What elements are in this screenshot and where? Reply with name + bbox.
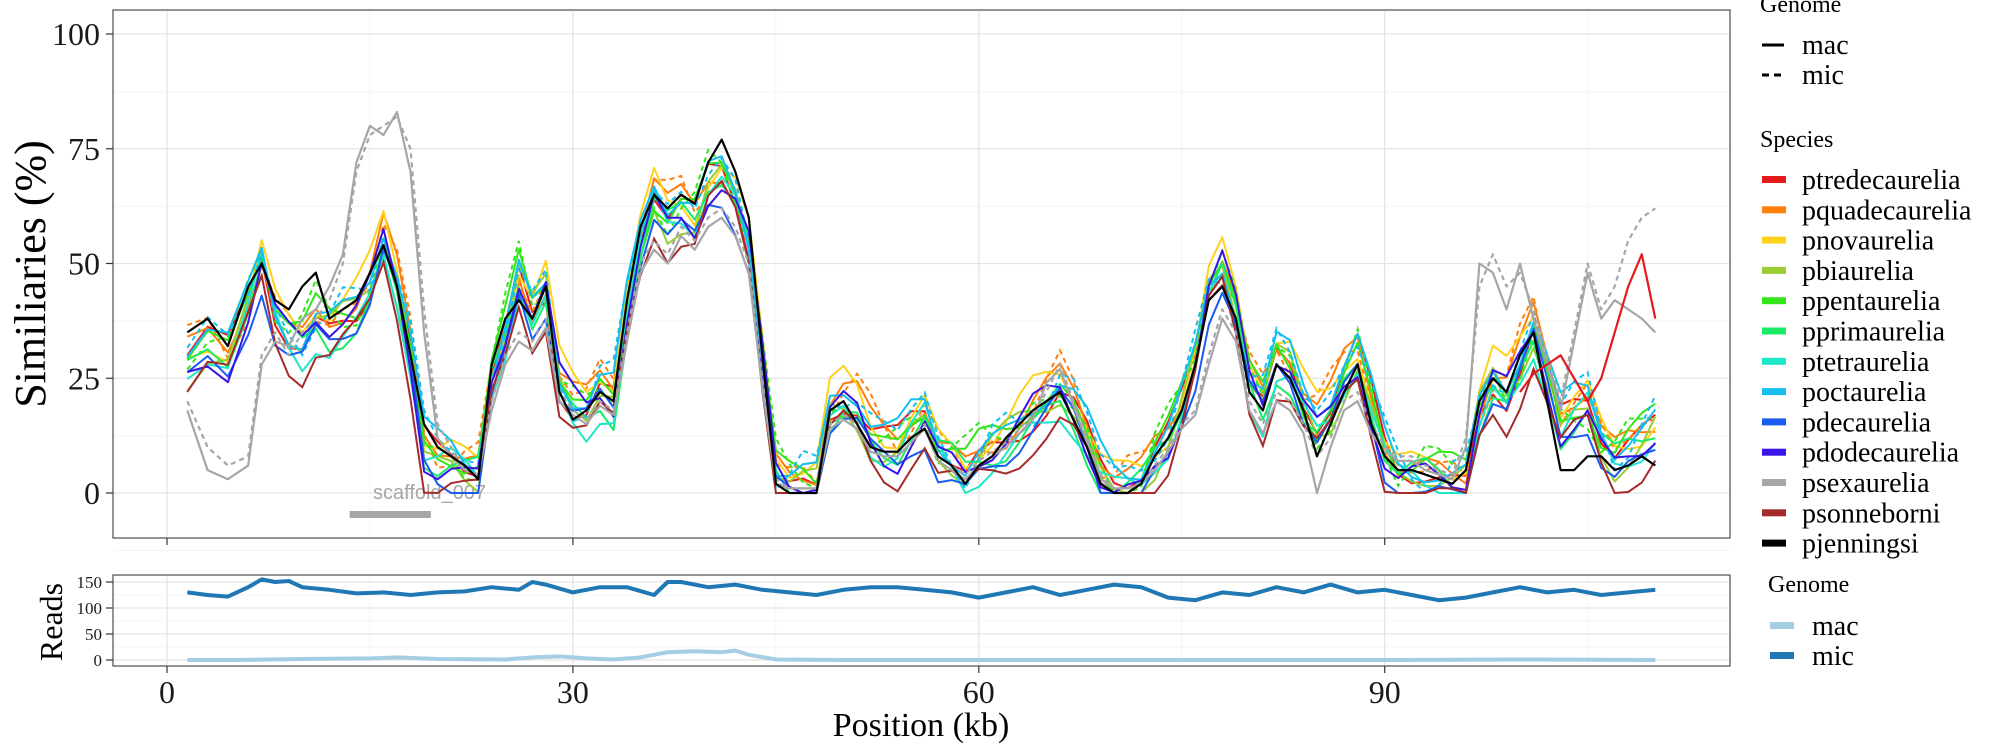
legend-species-label: pdodecaurelia (1802, 438, 1960, 469)
reads-lines (187, 577, 1656, 662)
legend-species-key-pnovaurelia (1762, 236, 1786, 244)
similarity-y-tick-label: 50 (68, 246, 100, 282)
series-line-pjenningsi-mac-2 (186, 138, 1656, 495)
legend-species-key-pquadecaurelia (1762, 206, 1786, 214)
legend-species-key-pprimaurelia (1762, 327, 1786, 335)
reads-line-mic (187, 577, 1656, 603)
reads-y-tick-label: 0 (94, 651, 103, 670)
reads-y-tick-label: 50 (85, 625, 102, 644)
legend-genome-label: mic (1802, 60, 1844, 91)
similarity-panel-background (112, 9, 1731, 539)
similarity-y-tick-label: 75 (68, 131, 100, 167)
reads-line-mac (187, 648, 1656, 662)
x-tick-label: 90 (1369, 674, 1401, 710)
legend-reads-label: mac (1812, 611, 1859, 642)
reads-y-tick-label: 150 (77, 573, 103, 592)
reads-y-tick-label: 100 (77, 599, 103, 618)
legend-species-label: psonneborni (1802, 498, 1941, 529)
legend-species-label: psexaurelia (1802, 468, 1930, 499)
x-tick-label: 0 (159, 674, 175, 710)
series-line-pdodecaurelia-mac (187, 189, 1656, 494)
x-axis-label: Position (kb) (833, 707, 1010, 744)
legend-species-label: poctaurelia (1802, 377, 1927, 408)
legend-species-key-psonneborni (1762, 509, 1786, 517)
legend-species-label: pnovaurelia (1802, 226, 1935, 257)
series-line-pbiaurelia-mac (186, 163, 1657, 494)
legend-species-label: pdecaurelia (1802, 407, 1932, 438)
legend-species-label: ptetraurelia (1802, 347, 1930, 378)
legend-species-label: pquadecaurelia (1802, 195, 1972, 226)
x-tick-label: 60 (963, 674, 995, 710)
legend-genome-title: Genome (1760, 0, 1841, 18)
legend-species-title: Species (1760, 127, 1833, 153)
legend-species-label: ptredecaurelia (1802, 165, 1961, 196)
reads-panel: 0 50 100 150 0 30 60 90 Reads Position (kb) (33, 573, 1731, 744)
legend-species-label: pjenningsi (1802, 529, 1919, 560)
legend-genome-label: mac (1802, 30, 1849, 61)
legend-species-key-ptredecaurelia (1762, 176, 1786, 183)
legend-reads-label: mic (1812, 641, 1854, 672)
similarity-y-axis-label: Similiaries (%) (6, 140, 55, 408)
series-line-psonneborni-mac (186, 179, 1657, 495)
series-line-poctaurelia-mic (186, 156, 1657, 495)
legend-species-key-pdodecaurelia (1762, 448, 1786, 456)
legend-species-key-ptetraurelia (1762, 357, 1786, 365)
legend-species-key-psexaurelia (1762, 479, 1786, 486)
legend-reads-key-mic (1770, 652, 1794, 659)
similarity-grid (114, 11, 1729, 551)
similarity-y-tick-label: 100 (52, 16, 100, 52)
series-line-poctaurelia-mac (186, 155, 1657, 484)
legend-species-key-poctaurelia (1762, 388, 1786, 396)
similarity-y-tick-label: 0 (84, 475, 100, 511)
reads-ticks: 0 50 100 150 0 30 60 90 (77, 573, 1401, 710)
scaffold-bar (349, 511, 431, 518)
x-tick-label: 30 (557, 674, 589, 710)
legend-species-key-pbiaurelia (1762, 266, 1786, 274)
legend-species-label: ppentaurelia (1802, 286, 1941, 317)
legend-species-label: pbiaurelia (1802, 256, 1915, 287)
similarity-ticks: 0 25 50 75 100 (52, 16, 1386, 545)
similarity-lines (186, 110, 1657, 495)
legend-species-key-pjenningsi (1762, 539, 1786, 547)
legend-reads-key-mac (1770, 622, 1794, 629)
legend-species-label: pprimaurelia (1802, 317, 1946, 348)
reads-y-axis-label: Reads (33, 583, 69, 661)
similarity-y-tick-label: 25 (68, 360, 100, 396)
legend-reads-title: Genome (1768, 572, 1849, 598)
legend-species-key-pdecaurelia (1762, 418, 1786, 426)
legend-species-key-ppentaurelia (1762, 297, 1786, 305)
series-line-ptredecaurelia-mac-3 (1519, 253, 1657, 403)
